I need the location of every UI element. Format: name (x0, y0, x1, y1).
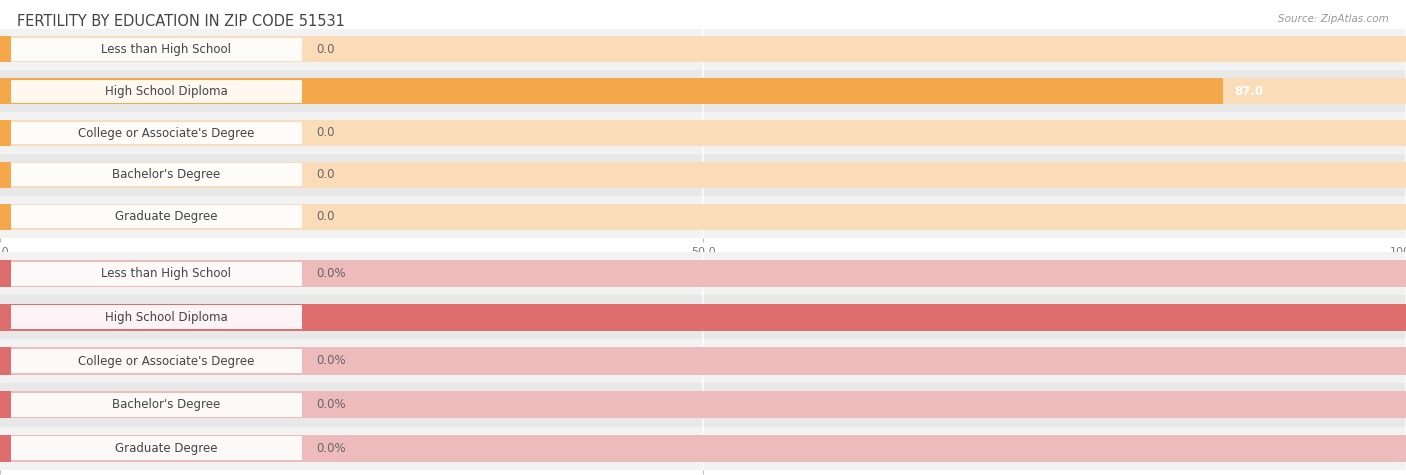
Bar (0, 304, 1406, 331)
Bar (0, 80, 302, 103)
Bar (0, 304, 11, 331)
Bar (0, 383, 1406, 427)
Bar (0, 393, 302, 417)
Bar (0, 120, 1406, 146)
Text: Graduate Degree: Graduate Degree (115, 210, 218, 223)
Text: 0.0%: 0.0% (316, 354, 346, 368)
Text: High School Diploma: High School Diploma (105, 85, 228, 98)
Text: FERTILITY BY EDUCATION IN ZIP CODE 51531: FERTILITY BY EDUCATION IN ZIP CODE 51531 (17, 14, 344, 29)
Bar (0, 162, 1406, 188)
Bar (0, 205, 302, 228)
Text: Bachelor's Degree: Bachelor's Degree (112, 168, 221, 181)
Bar (0, 163, 302, 186)
Bar (0, 196, 1406, 238)
Bar (0, 78, 1223, 104)
Text: 0.0: 0.0 (316, 168, 335, 181)
Text: 0.0%: 0.0% (316, 398, 346, 411)
Bar (0, 347, 11, 375)
Bar (0, 112, 1406, 154)
Bar (0, 262, 302, 285)
Bar (0, 304, 1406, 331)
Text: Bachelor's Degree: Bachelor's Degree (112, 398, 221, 411)
Bar (0, 37, 11, 62)
Text: 0.0: 0.0 (316, 210, 335, 223)
Text: High School Diploma: High School Diploma (105, 311, 228, 324)
Bar (0, 437, 302, 460)
Bar (0, 120, 11, 146)
Text: 87.0: 87.0 (1234, 85, 1264, 98)
Bar (0, 391, 11, 418)
Text: Less than High School: Less than High School (101, 267, 231, 280)
Bar (0, 305, 302, 329)
Bar (0, 391, 1406, 418)
Text: College or Associate's Degree: College or Associate's Degree (79, 126, 254, 140)
Bar (0, 435, 11, 462)
Text: College or Associate's Degree: College or Associate's Degree (79, 354, 254, 368)
Text: Less than High School: Less than High School (101, 43, 231, 56)
Bar (0, 435, 1406, 462)
Bar (0, 347, 1406, 375)
Bar (0, 78, 1406, 104)
Bar (0, 38, 302, 61)
Bar (0, 260, 1406, 287)
Bar (0, 154, 1406, 196)
Bar (0, 427, 1406, 470)
Text: Source: ZipAtlas.com: Source: ZipAtlas.com (1278, 14, 1389, 24)
Bar (0, 295, 1406, 339)
Text: 0.0%: 0.0% (316, 267, 346, 280)
Bar (0, 339, 1406, 383)
Bar (0, 122, 302, 144)
Bar (0, 70, 1406, 112)
Bar (0, 162, 11, 188)
Bar (0, 260, 11, 287)
Bar (0, 349, 302, 373)
Bar (0, 28, 1406, 70)
Text: 0.0: 0.0 (316, 43, 335, 56)
Bar (0, 252, 1406, 295)
Text: 0.0%: 0.0% (316, 442, 346, 455)
Text: Graduate Degree: Graduate Degree (115, 442, 218, 455)
Text: 0.0: 0.0 (316, 126, 335, 140)
Bar (0, 37, 1406, 62)
Bar (0, 204, 11, 229)
Bar (0, 78, 11, 104)
Bar (0, 204, 1406, 229)
